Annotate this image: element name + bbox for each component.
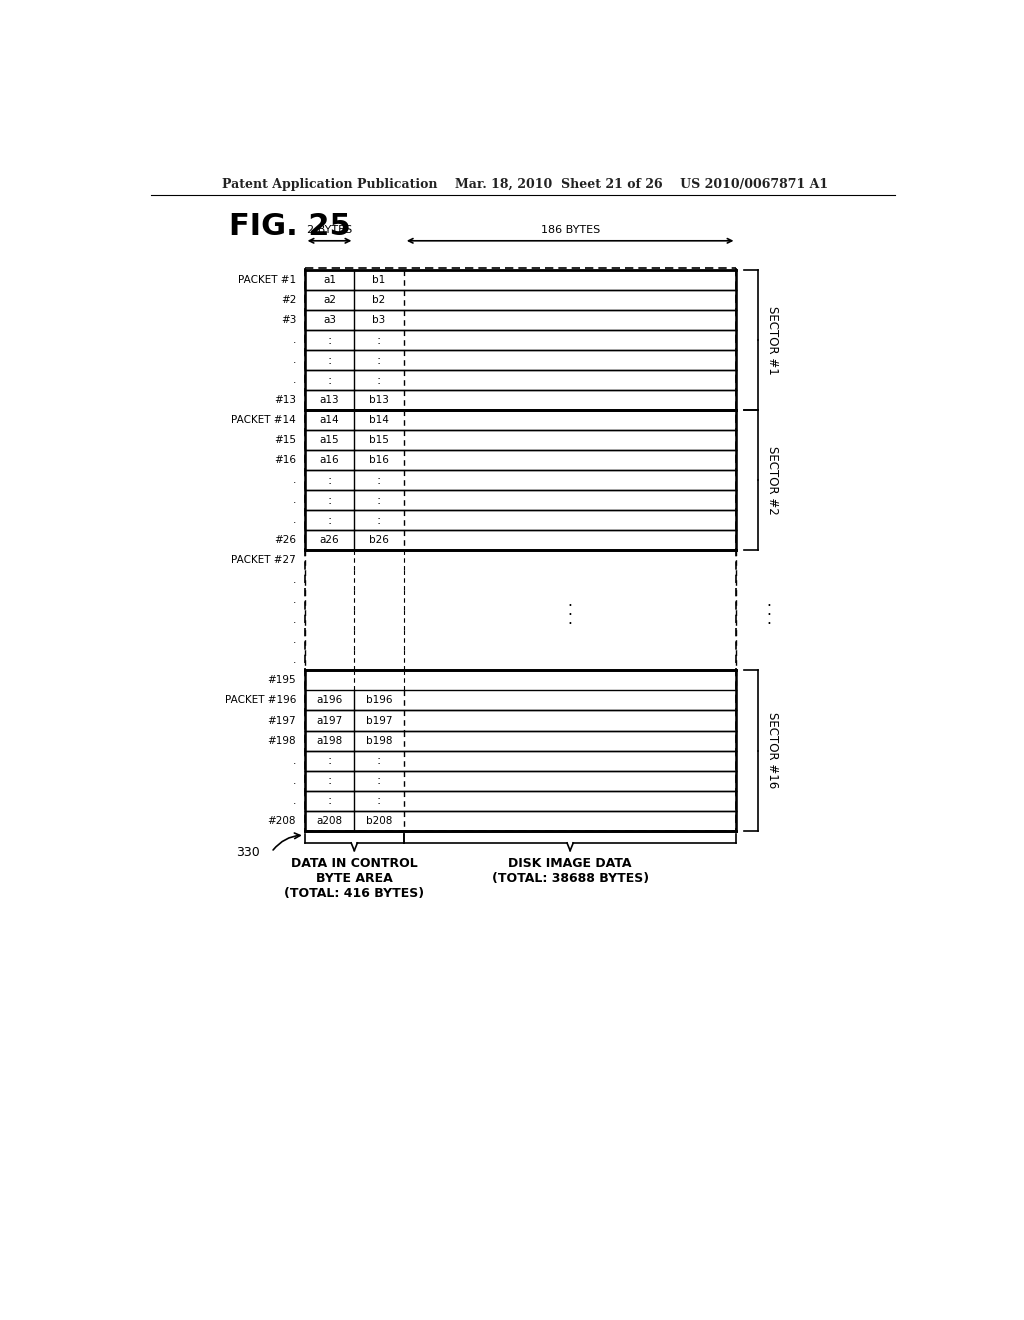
Text: PACKET #27: PACKET #27 [231,556,296,565]
Text: a208: a208 [316,816,343,825]
Text: :: : [328,754,332,767]
Text: .: . [293,576,296,585]
Text: FIG. 25: FIG. 25 [228,213,350,242]
Text: #2: #2 [281,296,296,305]
Text: b196: b196 [366,696,392,705]
Text: .: . [767,612,771,627]
Text: b16: b16 [370,455,389,465]
Text: #208: #208 [267,816,296,825]
Text: :: : [328,513,332,527]
Text: PACKET #196: PACKET #196 [225,696,296,705]
Text: :: : [377,513,381,527]
Text: .: . [293,656,296,665]
Text: .: . [293,595,296,606]
Text: .: . [293,515,296,525]
Text: .: . [293,776,296,785]
Text: a1: a1 [323,275,336,285]
Text: b14: b14 [370,416,389,425]
Text: .: . [293,615,296,626]
Text: b15: b15 [370,436,389,445]
Text: b197: b197 [366,715,392,726]
Text: #198: #198 [267,735,296,746]
Text: #13: #13 [274,395,296,405]
Text: b1: b1 [373,275,386,285]
Text: :: : [377,494,381,507]
Text: a196: a196 [316,696,343,705]
Text: #3: #3 [281,315,296,325]
Text: b2: b2 [373,296,386,305]
Text: PACKET #1: PACKET #1 [238,275,296,285]
Text: :: : [377,754,381,767]
Text: .: . [767,594,771,609]
Text: a13: a13 [319,395,339,405]
Text: a26: a26 [319,536,339,545]
Text: 186 BYTES: 186 BYTES [541,224,600,235]
Text: a3: a3 [323,315,336,325]
Text: a15: a15 [319,436,339,445]
Text: b3: b3 [373,315,386,325]
Text: b208: b208 [366,816,392,825]
Text: :: : [328,774,332,787]
Text: :: : [328,795,332,807]
Text: a197: a197 [316,715,343,726]
Text: :: : [377,474,381,487]
Text: SECTOR #2: SECTOR #2 [766,446,778,515]
Text: b13: b13 [370,395,389,405]
Text: .: . [293,475,296,486]
Text: b26: b26 [370,536,389,545]
Text: .: . [293,495,296,506]
Text: .: . [767,603,771,618]
Text: #16: #16 [274,455,296,465]
Text: :: : [377,354,381,367]
Text: #195: #195 [267,676,296,685]
Text: #15: #15 [274,436,296,445]
Text: #26: #26 [274,536,296,545]
Text: b198: b198 [366,735,392,746]
Text: SECTOR #16: SECTOR #16 [766,713,778,788]
Text: .: . [567,603,572,618]
Text: .: . [567,594,572,609]
Text: :: : [328,474,332,487]
Text: 330: 330 [237,846,260,859]
Text: 2 BYTES: 2 BYTES [307,224,352,235]
Text: :: : [328,494,332,507]
Text: #197: #197 [267,715,296,726]
Text: :: : [328,334,332,347]
Text: DISK IMAGE DATA
(TOTAL: 38688 BYTES): DISK IMAGE DATA (TOTAL: 38688 BYTES) [492,857,648,884]
Text: .: . [293,355,296,366]
Text: .: . [293,755,296,766]
Text: PACKET #14: PACKET #14 [231,416,296,425]
Text: .: . [293,335,296,345]
Text: .: . [293,796,296,805]
Text: .: . [293,375,296,385]
Text: a2: a2 [323,296,336,305]
Text: :: : [377,374,381,387]
Text: a198: a198 [316,735,343,746]
Text: :: : [377,795,381,807]
Text: DATA IN CONTROL
BYTE AREA
(TOTAL: 416 BYTES): DATA IN CONTROL BYTE AREA (TOTAL: 416 BY… [285,857,424,900]
Text: .: . [567,612,572,627]
Text: :: : [328,374,332,387]
Text: .: . [293,635,296,645]
Text: a14: a14 [319,416,339,425]
Text: Patent Application Publication    Mar. 18, 2010  Sheet 21 of 26    US 2010/00678: Patent Application Publication Mar. 18, … [222,178,827,190]
Text: :: : [377,334,381,347]
Text: :: : [377,774,381,787]
Text: a16: a16 [319,455,339,465]
Text: SECTOR #1: SECTOR #1 [766,306,778,375]
Text: :: : [328,354,332,367]
